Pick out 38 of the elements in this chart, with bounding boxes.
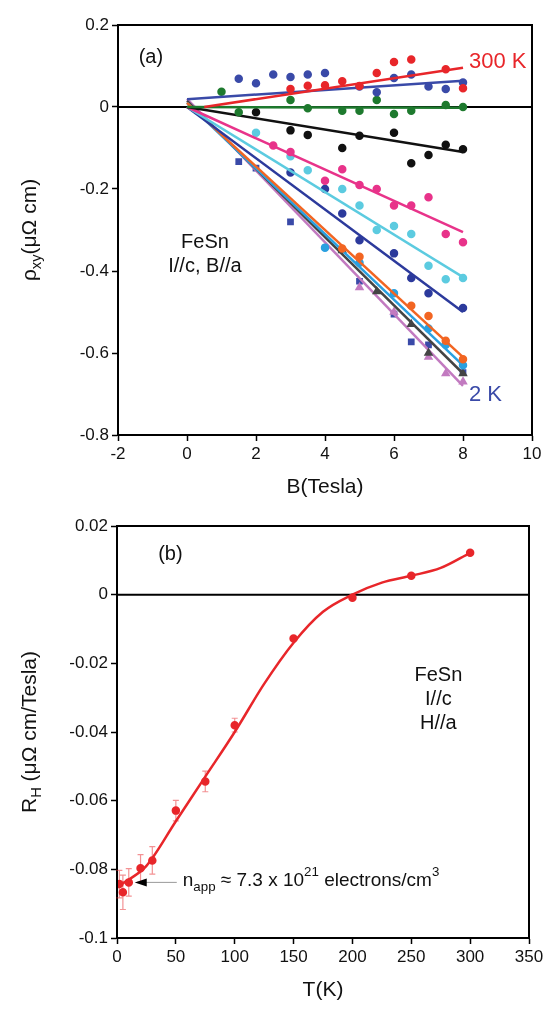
y-tick-label: -0.06 xyxy=(69,790,108,810)
x-tick-label: 200 xyxy=(338,946,367,966)
x-tick-label: 6 xyxy=(389,443,399,463)
x-axis-title: T(K) xyxy=(302,976,344,1000)
y-tick-label: -0.1 xyxy=(78,927,108,947)
x-tick-label: 250 xyxy=(397,946,426,966)
y-axis-title: ρxy(μΩ cm) xyxy=(16,178,45,282)
x-tick-label: 100 xyxy=(220,946,249,966)
annotation: FeSn I//c, B//a xyxy=(168,230,243,277)
y-tick-label: 0 xyxy=(98,584,108,604)
series-label: 2 K xyxy=(469,380,503,406)
x-tick-label: 350 xyxy=(514,946,544,966)
y-tick-label: -0.2 xyxy=(79,178,109,198)
x-tick-label: 0 xyxy=(182,443,192,463)
y-tick-label: -0.6 xyxy=(79,342,109,362)
x-tick-label: 300 xyxy=(455,946,485,966)
x-tick-label: 50 xyxy=(166,946,186,966)
x-tick-label: 4 xyxy=(320,443,330,463)
x-axis-title: B(Tesla) xyxy=(286,473,364,497)
series-label: 300 K xyxy=(469,47,527,73)
y-tick-label: -0.8 xyxy=(79,424,109,444)
annotation: FeSn I//c H//a xyxy=(414,662,463,733)
x-tick-label: 0 xyxy=(112,946,122,966)
y-tick-label: -0.4 xyxy=(79,260,109,280)
x-tick-label: 150 xyxy=(279,946,308,966)
y-tick-label: -0.04 xyxy=(69,721,108,741)
y-tick-label: -0.02 xyxy=(69,653,108,673)
y-tick-label: 0.02 xyxy=(74,515,108,535)
x-tick-label: 10 xyxy=(522,443,542,463)
x-tick-label: 2 xyxy=(251,443,261,463)
annotation: (b) xyxy=(158,542,183,565)
y-axis-title: RH (μΩ cm/Tesla) xyxy=(16,650,45,814)
annotation: (a) xyxy=(138,45,164,68)
y-tick-label: 0 xyxy=(99,96,109,116)
y-tick-label: 0.2 xyxy=(85,14,109,34)
x-tick-label: 8 xyxy=(458,443,468,463)
x-tick-label: -2 xyxy=(110,443,126,463)
y-tick-label: -0.08 xyxy=(69,859,108,879)
